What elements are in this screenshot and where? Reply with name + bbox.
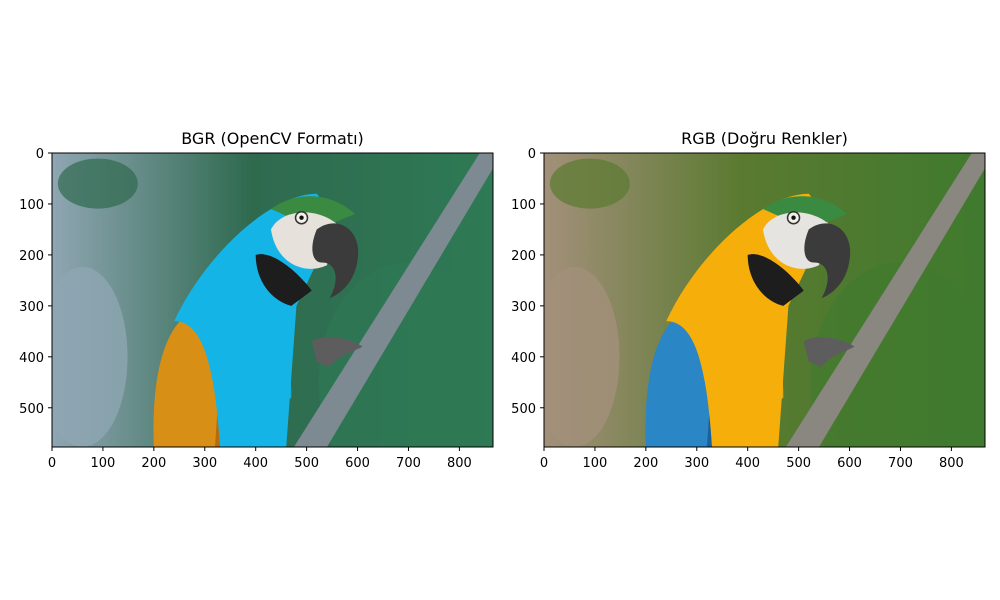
- y-tick-label: 0: [36, 147, 44, 162]
- beak: [804, 223, 851, 299]
- subplot-title: BGR (OpenCV Formatı): [181, 129, 364, 148]
- crown: [270, 196, 355, 230]
- parrot-image: [544, 153, 985, 447]
- axes-frame: [543, 152, 986, 448]
- x-tick-label: 200: [141, 456, 166, 471]
- axes-frame: [51, 152, 494, 448]
- x-tick-label: 300: [684, 456, 709, 471]
- x-tick-label: 0: [48, 456, 56, 471]
- y-tick-label: 500: [19, 402, 44, 417]
- x-tick-label: 300: [192, 456, 217, 471]
- beak: [312, 223, 359, 299]
- x-tick-label: 400: [243, 456, 268, 471]
- x-tick-label: 400: [735, 456, 760, 471]
- y-tick-label: 100: [19, 198, 44, 213]
- crown: [762, 196, 847, 230]
- y-tick-label: 200: [19, 249, 44, 264]
- y-tick-label: 300: [19, 300, 44, 315]
- x-tick-label: 600: [837, 456, 862, 471]
- x-tick-label: 500: [294, 456, 319, 471]
- y-tick-label: 300: [511, 300, 536, 315]
- x-tick-label: 500: [786, 456, 811, 471]
- subplot-title: RGB (Doğru Renkler): [681, 129, 848, 148]
- x-tick-label: 100: [91, 456, 116, 471]
- x-tick-label: 100: [583, 456, 608, 471]
- y-tick-label: 200: [511, 249, 536, 264]
- foot: [803, 337, 855, 368]
- y-tick-label: 500: [511, 402, 536, 417]
- parrot-image: [52, 153, 493, 447]
- x-tick-label: 700: [396, 456, 421, 471]
- x-tick-label: 200: [633, 456, 658, 471]
- x-tick-label: 800: [447, 456, 472, 471]
- subplot-2: RGB (Doğru Renkler) 0 100 200 300 400 500 600 70…: [511, 129, 986, 471]
- y-tick-label: 100: [511, 198, 536, 213]
- x-tick-label: 800: [939, 456, 964, 471]
- branch: [785, 153, 985, 447]
- x-tick-label: 600: [345, 456, 370, 471]
- y-tick-label: 400: [19, 351, 44, 366]
- subplot-1: BGR (OpenCV Formatı) 0 100 200 300 400 500 600 7…: [19, 129, 494, 471]
- x-tick-label: 700: [888, 456, 913, 471]
- x-tick-label: 0: [540, 456, 548, 471]
- y-tick-label: 0: [528, 147, 536, 162]
- foot: [311, 337, 363, 368]
- branch: [293, 153, 493, 447]
- y-tick-label: 400: [511, 351, 536, 366]
